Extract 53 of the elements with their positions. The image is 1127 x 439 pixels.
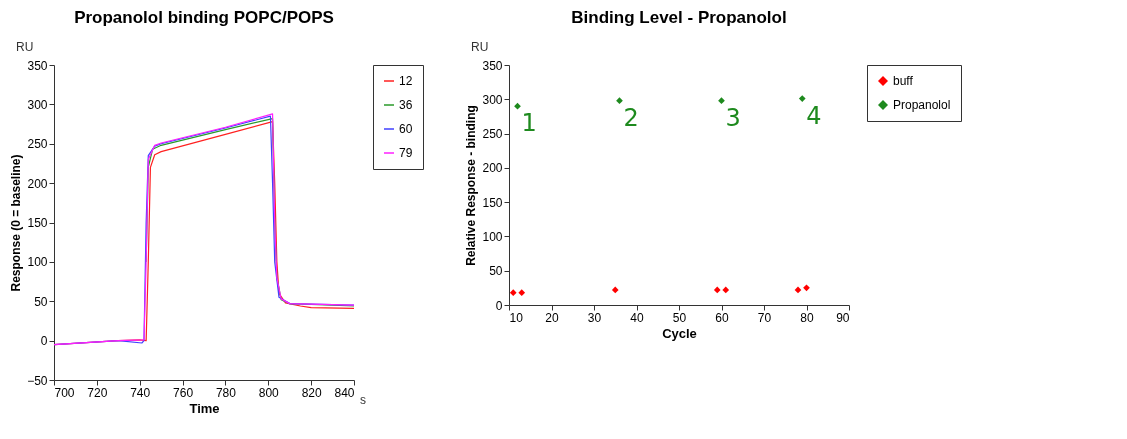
x-tick-label: 60: [715, 310, 729, 325]
legend-label: 60: [399, 122, 413, 136]
x-tick-label: 840: [334, 385, 355, 400]
y-axis-title: Response (0 = baseline): [9, 154, 24, 292]
legend-label: buff: [893, 74, 914, 88]
x-axis-title: Time: [189, 400, 220, 416]
y-tick-label: 50: [489, 264, 503, 279]
y-tick-label: 300: [482, 92, 503, 107]
y-tick-label: 350: [482, 58, 503, 73]
y-axis-title: Relative Response - binding: [464, 105, 479, 266]
x-tick-label: 50: [672, 310, 687, 325]
y-tick-label: 100: [482, 229, 503, 244]
x-tick-label: 760: [173, 385, 194, 400]
legend-label: 36: [399, 98, 413, 112]
text: RU: [471, 40, 489, 54]
chart-title: Binding Level - Propanolol: [571, 8, 787, 27]
y-tick-label: 200: [482, 161, 503, 176]
x-tick-label: 70: [757, 310, 772, 325]
annotation: 4: [806, 101, 822, 130]
y-tick-label: 250: [27, 137, 48, 152]
annotation: 1: [521, 109, 537, 138]
x-tick-label: 780: [215, 385, 237, 400]
y-tick-label: 350: [27, 58, 48, 73]
x-tick-label: 740: [130, 385, 151, 400]
y-tick-label: 250: [482, 127, 503, 142]
x-tick-label: 30: [587, 310, 602, 325]
legend-label: Propanolol: [893, 98, 951, 112]
y-tick-label: 300: [27, 97, 48, 112]
legend-label: 12: [399, 74, 413, 88]
x-tick-label: 800: [258, 385, 280, 400]
text: s: [360, 393, 366, 407]
chart-title: Propanolol binding POPC/POPS: [74, 8, 334, 27]
y-tick-label: 50: [34, 294, 48, 309]
x-tick-label: 720: [87, 385, 108, 400]
x-tick-label: 80: [800, 310, 814, 325]
y-tick-label: 150: [482, 195, 503, 210]
x-tick-label: 40: [630, 310, 644, 325]
annotation: 3: [725, 103, 741, 132]
y-tick-label: 0: [495, 298, 503, 313]
y-tick-label: 0: [40, 334, 48, 349]
annotation: 2: [623, 103, 639, 132]
y-tick-label: 200: [27, 176, 48, 191]
y-tick-label: 100: [27, 255, 48, 270]
text: RU: [16, 40, 34, 54]
x-tick-label: 20: [545, 310, 559, 325]
x-axis-title: Cycle: [662, 325, 697, 341]
x-tick-label: 820: [301, 385, 322, 400]
y-tick-label: 150: [27, 216, 48, 230]
x-tick-label: 90: [836, 310, 850, 325]
x-tick-label: 700: [54, 385, 75, 400]
x-tick-label: 10: [509, 310, 524, 325]
y-tick-label: −50: [27, 373, 48, 388]
legend-label: 79: [399, 146, 413, 160]
